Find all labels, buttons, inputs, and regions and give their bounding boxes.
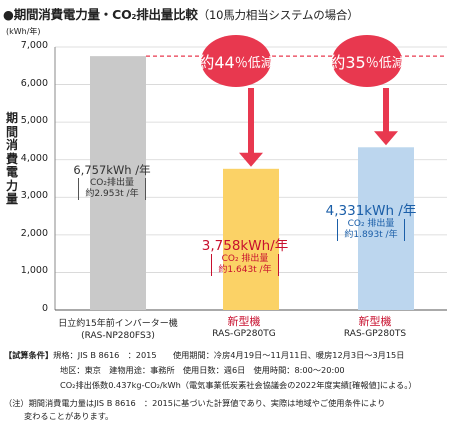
reduction-suffix-ts: ％低減: [365, 55, 405, 71]
co2-value-ts: 約1.893t /年: [344, 230, 398, 240]
title-prefix: ●期間消費電力量・CO: [3, 7, 132, 22]
y-axis-unit: (kWh/年): [6, 27, 41, 36]
y-tick-label: 6,000: [20, 77, 48, 89]
co2-bracket-old: CO₂排出量 約2.953t /年: [78, 178, 146, 200]
x-label-tg-line2: RAS-GP280TG: [212, 329, 276, 339]
x-label-ts-line1: 新型機: [358, 315, 392, 328]
y-tick-label: 4,000: [20, 152, 48, 164]
co2-value-old: 約2.953t /年: [85, 189, 139, 199]
conditions-line-1: 【試算条件】規格：JIS B 8616 ：2015 使用期間：冷房4月19日〜1…: [4, 350, 404, 361]
co2-label-old: CO₂排出量: [90, 178, 134, 188]
reduction-badge-ts: 約35 ％低減: [329, 35, 405, 87]
conditions-text-1: 規格：JIS B 8616 ：2015 使用期間：冷房4月19日〜11月11日、…: [53, 350, 405, 360]
bar-ts: [358, 147, 414, 310]
x-label-old-line1: 日立約15年前インバーター機: [58, 319, 178, 329]
title-paren: （10馬力相当システムの場合）: [197, 8, 359, 22]
title-main: 排出量比較: [136, 7, 198, 22]
bar-annotation-ts: 4,331kWh /年 CO₂ 排出量 約1.893t /年: [316, 204, 426, 241]
x-label-tg-line1: 新型機: [227, 315, 261, 328]
bar-annotation-old: 6,757kWh /年 CO₂排出量 約2.953t /年: [64, 163, 160, 200]
value-label-old: 6,757kWh /年: [73, 163, 151, 177]
x-label-tg: 新型機 RAS-GP280TG: [196, 316, 292, 340]
arrow-tg-head: [239, 152, 263, 167]
chart-title: ●期間消費電力量・CO2排出量比較（10馬力相当システムの場合）: [3, 4, 359, 23]
value-label-ts: 4,331kWh /年: [325, 203, 417, 219]
value-label-tg: 3,758kWh/年: [201, 238, 289, 254]
co2-label-tg: CO₂ 排出量: [221, 254, 269, 264]
y-tick-label: 5,000: [20, 115, 48, 127]
bar-old: [90, 56, 146, 311]
y-tick-label: 3,000: [20, 190, 48, 202]
reduction-badge-tg: 約44 ％低減: [198, 35, 274, 87]
co2-bracket-tg: CO₂ 排出量 約1.643t /年: [211, 254, 279, 276]
bar-tg: [223, 168, 279, 310]
x-label-ts: 新型機 RAS-GP280TS: [327, 316, 423, 340]
title-subscript: 2: [131, 13, 137, 21]
conditions-line-3: CO₂排出係数0.437kg-CO₂/kWh（電気事業低炭素社会協議会の2022…: [60, 380, 417, 390]
reduction-suffix-tg: ％低減: [234, 55, 274, 71]
co2-label-ts: CO₂ 排出量: [347, 219, 395, 229]
conditions-heading: 【試算条件】: [4, 350, 54, 360]
note-line-1: （注）期間消費電力量はJIS B 8616 ：2015に基づいた計算値であり、実…: [4, 398, 386, 408]
reduction-value-ts: 約35: [329, 53, 366, 72]
y-tick-label: 1,000: [20, 265, 48, 277]
arrow-ts-head: [374, 131, 398, 146]
bar-annotation-tg: 3,758kWh/年 CO₂ 排出量 約1.643t /年: [190, 239, 300, 276]
y-tick-label: 0: [41, 303, 48, 314]
reduction-value-tg: 約44: [198, 53, 235, 72]
conditions-line-2: 地区：東京 建物用途：事務所 使用日数：週6日 使用時間：8:00〜20:00: [60, 365, 345, 375]
note-line-2: 変わることがあります。: [24, 411, 114, 421]
co2-bracket-ts: CO₂ 排出量 約1.893t /年: [337, 219, 405, 241]
y-tick-label: 2,000: [20, 227, 48, 239]
x-label-old: 日立約15年前インバーター機 (RAS-NP280FS3): [56, 318, 180, 342]
y-axis-label: 期間消費電力量: [5, 111, 18, 206]
x-label-old-line2: (RAS-NP280FS3): [81, 331, 155, 341]
co2-value-tg: 約1.643t /年: [218, 265, 272, 275]
x-label-ts-line2: RAS-GP280TS: [343, 329, 407, 339]
y-tick-label: 7,000: [20, 40, 48, 51]
